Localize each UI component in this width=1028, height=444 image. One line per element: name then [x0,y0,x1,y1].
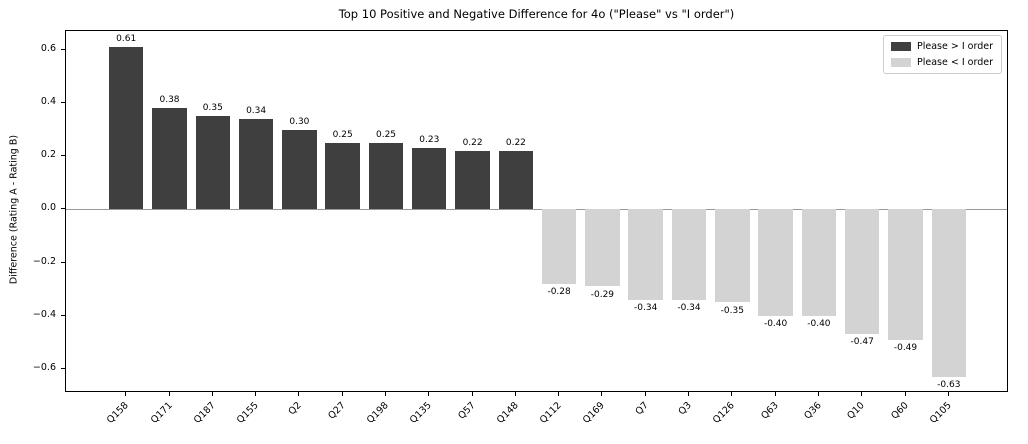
x-tick [341,392,343,396]
bar-value-label: 0.25 [375,129,397,140]
bar-Q36 [801,209,837,316]
x-tick [644,392,646,396]
x-tick [774,392,776,396]
bar-value-label: 0.22 [505,137,526,148]
x-tick [125,392,127,396]
bar-value-label: -0.29 [590,289,615,300]
bar-value-label: -0.40 [763,318,788,329]
bar-Q158 [108,47,144,210]
x-tick [688,392,689,396]
zero-line [66,209,1007,211]
bar-value-label: -0.47 [850,337,874,348]
x-tick [558,392,560,396]
x-tick [731,392,733,396]
y-tick-label: −0.4 [32,308,56,320]
bar-value-label: 0.25 [332,129,353,140]
bar-Q3 [671,209,707,300]
x-tick [904,392,906,396]
x-tick [861,392,863,396]
y-tick [61,208,65,210]
bar-Q7 [628,209,663,300]
x-tick [211,392,213,396]
y-tick [61,48,65,50]
y-tick-label: 0.2 [40,149,56,161]
legend-swatch-dark [891,42,912,51]
bar-Q126 [715,209,750,303]
bar-Q2 [282,129,317,210]
bar-value-label: -0.63 [937,380,961,390]
x-tick [514,392,516,396]
bar-Q198 [368,142,404,210]
bar-value-label: -0.34 [634,302,658,313]
y-tick [61,101,65,103]
bar-value-label: -0.28 [547,286,571,297]
x-tick [298,392,300,396]
x-tick-label-Q158: Q158 [105,400,131,426]
bar-Q57 [455,150,490,210]
legend-item-negative: Please < I order [891,57,993,68]
legend-item-positive: Please > I order [891,41,993,52]
bar-value-label: -0.49 [893,342,918,353]
bar-Q112 [541,209,577,284]
bar-Q148 [498,150,534,210]
bar-Q169 [585,209,620,287]
bar-value-label: 0.38 [159,95,180,106]
plot-area: Please > I order Please < I order 0.61 0.… [65,30,1008,392]
bar-Q10 [844,209,880,335]
bar-value-label: -0.35 [720,305,744,316]
y-tick-label: 0.4 [40,95,56,107]
bar-value-label: -0.40 [807,318,831,329]
chart-title: Top 10 Positive and Negative Difference … [338,7,735,21]
legend-swatch-light [891,58,912,67]
x-tick [428,392,430,396]
bar-Q60 [888,209,923,340]
bar-Q171 [152,108,187,210]
bar-value-label: 0.35 [202,103,223,114]
y-tick-label: −0.6 [32,362,56,373]
bar-Q135 [411,148,447,210]
x-tick [817,392,819,396]
bar-value-label: -0.34 [677,302,701,313]
y-tick-label: 0.0 [40,202,56,214]
legend-label-negative: Please < I order [917,57,993,68]
y-tick-label: −0.2 [32,255,56,267]
legend-label-positive: Please > I order [917,41,993,52]
bar-value-label: 0.23 [419,135,440,146]
bar-Q27 [325,142,360,210]
bar-value-label: 0.22 [462,137,483,148]
y-tick [61,314,65,316]
x-tick [168,392,170,396]
bar-Q105 [931,209,967,377]
bar-value-label: 0.34 [246,105,267,116]
bar-Q187 [195,116,231,210]
bar-Q63 [758,209,793,316]
bar-Q155 [238,118,274,210]
y-tick [61,368,65,369]
x-tick [471,392,473,396]
x-tick [947,392,949,396]
bar-value-label: 0.30 [289,116,310,127]
y-tick [61,155,65,157]
y-tick-label: 0.6 [40,42,56,54]
legend: Please > I order Please < I order [883,35,1002,74]
bar-value-label: 0.61 [116,34,137,44]
x-tick [601,392,603,396]
x-tick [385,392,386,396]
y-tick [61,261,65,263]
x-tick [255,392,257,396]
